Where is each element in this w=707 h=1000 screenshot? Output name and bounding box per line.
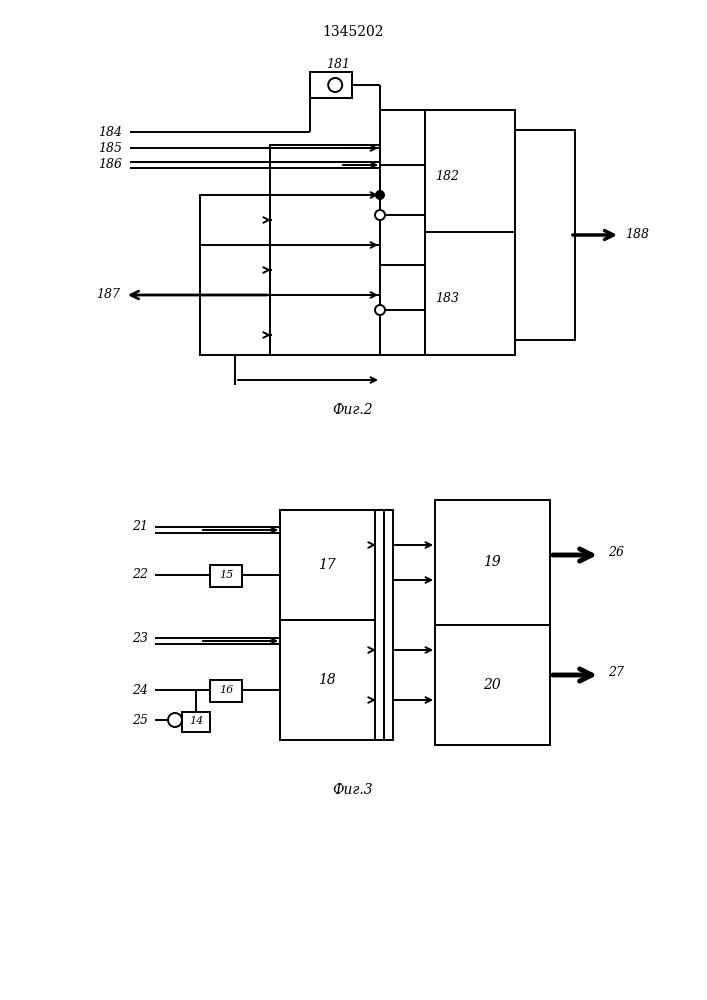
Text: 17: 17 <box>318 558 336 572</box>
Text: 182: 182 <box>435 169 459 182</box>
Text: 14: 14 <box>189 716 203 726</box>
Bar <box>380 110 425 355</box>
Bar <box>210 565 242 587</box>
Text: 27: 27 <box>608 666 624 678</box>
Text: 183: 183 <box>435 292 459 304</box>
Text: 187: 187 <box>96 288 120 302</box>
Bar <box>280 510 375 620</box>
Bar <box>435 625 550 745</box>
Text: 1345202: 1345202 <box>322 25 384 39</box>
Text: Фиг.2: Фиг.2 <box>333 403 373 417</box>
Text: 186: 186 <box>98 158 122 172</box>
Circle shape <box>168 713 182 727</box>
Circle shape <box>376 191 384 199</box>
Text: 26: 26 <box>608 546 624 558</box>
Text: 15: 15 <box>219 570 233 580</box>
Text: 21: 21 <box>132 520 148 534</box>
Bar <box>515 130 575 340</box>
Text: 181: 181 <box>326 57 350 70</box>
Bar <box>435 500 550 625</box>
Bar <box>310 72 352 98</box>
Bar <box>182 712 210 732</box>
Text: 25: 25 <box>132 714 148 726</box>
Bar <box>280 620 375 740</box>
Text: 16: 16 <box>219 685 233 695</box>
Bar <box>270 145 380 355</box>
Bar <box>210 680 242 702</box>
Bar <box>375 510 393 740</box>
Text: Фиг.3: Фиг.3 <box>333 783 373 797</box>
Text: 24: 24 <box>132 684 148 696</box>
Text: 20: 20 <box>483 678 501 692</box>
Bar <box>200 195 270 355</box>
Text: 22: 22 <box>132 568 148 582</box>
Text: 18: 18 <box>318 673 336 687</box>
Circle shape <box>375 210 385 220</box>
Text: 19: 19 <box>483 555 501 569</box>
Circle shape <box>375 305 385 315</box>
Text: 188: 188 <box>625 229 649 241</box>
Text: 185: 185 <box>98 141 122 154</box>
Text: 23: 23 <box>132 632 148 645</box>
Circle shape <box>328 78 342 92</box>
Text: 184: 184 <box>98 125 122 138</box>
Bar <box>425 110 515 355</box>
